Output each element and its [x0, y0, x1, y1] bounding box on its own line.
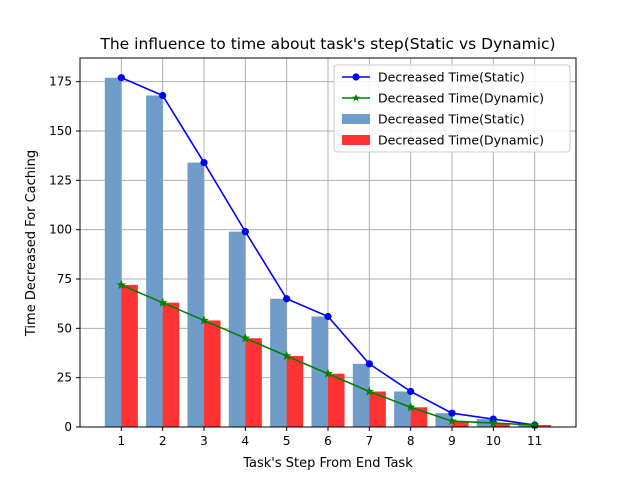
- x-tick-label: 10: [486, 434, 501, 448]
- legend-star-marker: [352, 93, 360, 102]
- bars: [104, 77, 552, 428]
- bar-static: [187, 162, 204, 427]
- x-tick-label: 6: [324, 434, 332, 448]
- legend-label: Decreased Time(Dynamic): [378, 91, 544, 106]
- y-tick-label: 150: [49, 124, 72, 138]
- legend: Decreased Time(Static) Decreased Time(Dyn…: [333, 64, 571, 153]
- static-line-point: [200, 158, 208, 167]
- y-tick-label: 100: [49, 223, 72, 237]
- y-tick-label: 175: [49, 75, 72, 89]
- x-tick-label: 4: [242, 434, 250, 448]
- lines: [116, 74, 540, 430]
- dynamic-line-point: [323, 368, 333, 378]
- x-tick-label: 11: [527, 434, 542, 448]
- y-tick-label: 25: [57, 371, 72, 385]
- bar-static: [146, 95, 163, 428]
- x-tick-label: 9: [448, 434, 456, 448]
- bar-static: [311, 316, 328, 427]
- legend-circle-marker: [352, 73, 360, 81]
- bar-dynamic: [534, 425, 552, 427]
- bar-static: [352, 363, 370, 427]
- static-line-point: [324, 312, 332, 321]
- legend-label: Decreased Time(Static): [378, 70, 525, 85]
- static-line-point: [241, 228, 249, 236]
- x-tick-label: 8: [407, 434, 415, 448]
- x-tick-label: 2: [159, 434, 167, 448]
- dynamic-line-point: [447, 416, 457, 426]
- bar-dynamic: [245, 338, 262, 427]
- bar-static: [270, 298, 287, 427]
- dynamic-line-point: [116, 279, 127, 290]
- bar-static: [518, 425, 535, 427]
- dynamic-line-point: [240, 333, 251, 343]
- bar-static: [104, 77, 122, 428]
- dynamic-line-point: [488, 417, 499, 428]
- x-tick-label: 1: [118, 434, 126, 448]
- bar-dynamic: [452, 421, 469, 427]
- legend-label: Decreased Time(Dynamic): [378, 133, 544, 148]
- legend-label: Decreased Time(Static): [378, 112, 525, 127]
- x-axis-label: Task's Step From End Task: [242, 456, 413, 471]
- y-tick-label: 75: [57, 272, 72, 286]
- dynamic-line-point: [281, 350, 292, 361]
- static-line-point: [365, 360, 373, 368]
- bar-dynamic: [162, 302, 180, 427]
- dynamic-line-point: [405, 402, 416, 412]
- bar-dynamic: [493, 423, 510, 427]
- chart-title: The influence to time about task's step(…: [99, 35, 555, 53]
- y-tick-label: 50: [57, 321, 72, 335]
- x-tick-label: 3: [200, 434, 208, 448]
- y-axis-label: Time Decreased For Caching: [24, 150, 39, 337]
- bar-dynamic: [286, 355, 304, 427]
- bar-static: [394, 391, 411, 427]
- bar-dynamic: [204, 320, 221, 427]
- bar-dynamic: [369, 391, 386, 427]
- bar-dynamic: [121, 284, 138, 427]
- y-axis-ticks: 0 25 50 75 100 125 150 175: [49, 75, 80, 434]
- legend-frame: [333, 64, 571, 153]
- bar-static: [228, 231, 246, 427]
- x-axis-ticks: 1 2 3 4 5 6 7 8 9 10 11: [118, 427, 542, 448]
- bar-dynamic: [328, 373, 345, 427]
- legend-bar-swatch: [342, 135, 370, 145]
- static-line-point: [283, 295, 291, 303]
- static-line-point: [448, 409, 456, 417]
- static-line-point: [159, 91, 167, 100]
- y-tick-label: 125: [49, 173, 72, 187]
- dynamic-line-point: [199, 315, 209, 325]
- legend-bar-swatch: [342, 114, 370, 124]
- dynamic-line-point: [364, 386, 375, 396]
- static-line-point: [117, 74, 125, 82]
- static-line-point: [407, 387, 415, 396]
- x-tick-label: 5: [283, 434, 291, 448]
- dynamic-line-point: [157, 297, 168, 307]
- y-tick-label: 0: [64, 420, 72, 434]
- x-tick-label: 7: [366, 434, 374, 448]
